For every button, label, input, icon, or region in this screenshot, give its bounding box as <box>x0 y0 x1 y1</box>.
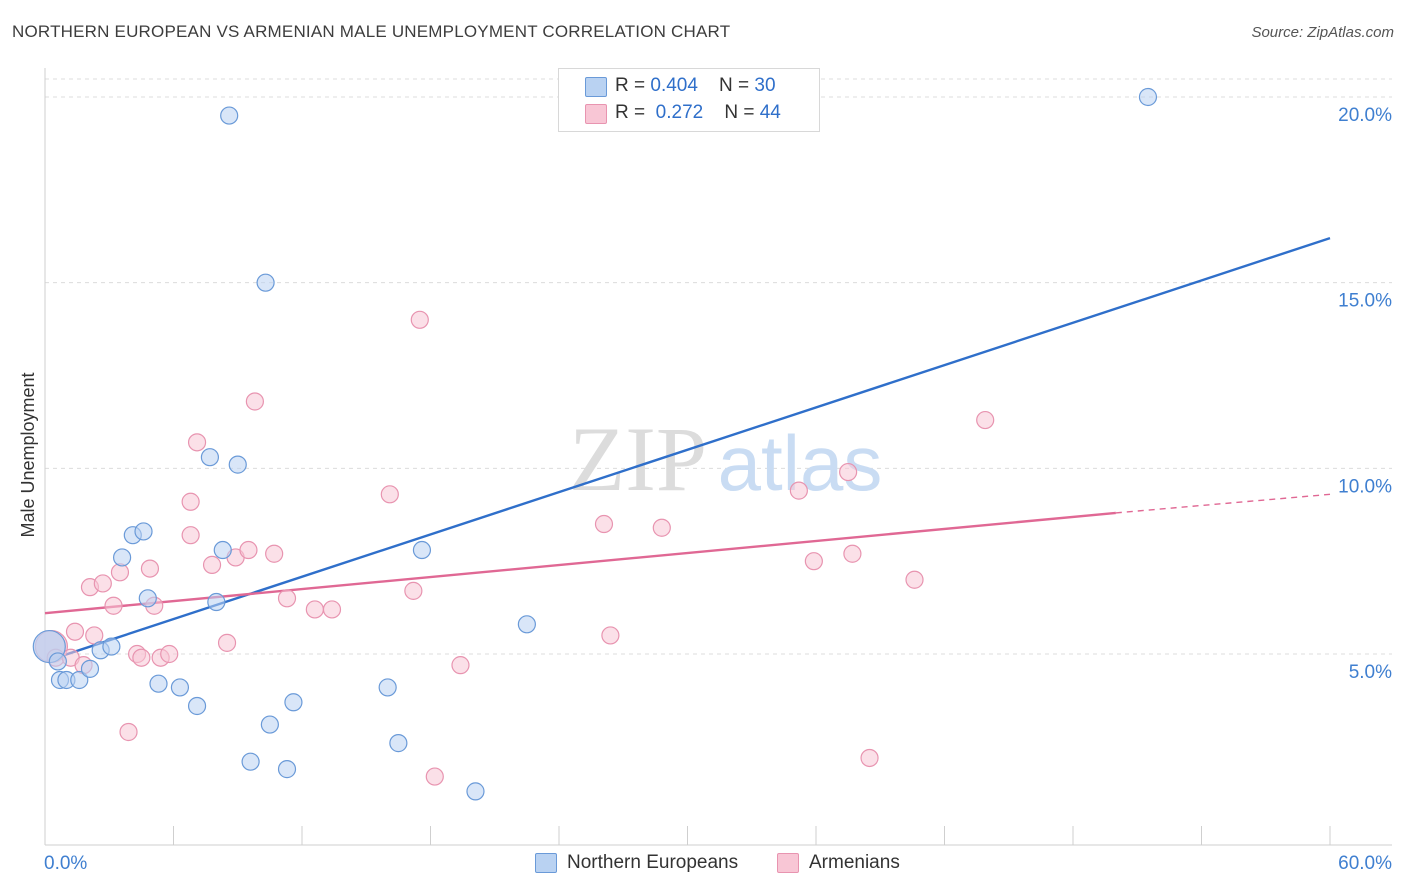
legend-n-value-pink: 44 <box>759 102 781 123</box>
data-point-pink <box>265 544 284 563</box>
data-point-blue <box>277 760 297 779</box>
data-point-blue <box>138 589 157 608</box>
correlation-legend: R = 0.404 N = 30 R = 0.272 N = 44 <box>558 68 820 132</box>
x-tick-label: 60.0% <box>1338 853 1392 874</box>
data-point-pink <box>425 767 444 786</box>
data-point-pink <box>140 559 160 578</box>
data-point-pink <box>93 574 112 593</box>
data-point-pink <box>976 410 995 430</box>
data-point-pink <box>905 570 924 589</box>
y-tick-label: 5.0% <box>1349 662 1392 683</box>
trend-line-blue <box>44 236 1331 663</box>
data-point-pink <box>181 492 200 511</box>
legend-label-northern-europeans: Northern Europeans <box>567 852 739 873</box>
data-point-pink <box>110 563 130 582</box>
trend-line-extension-pink <box>1115 493 1331 514</box>
data-point-pink <box>322 600 342 619</box>
data-point-pink <box>65 622 85 641</box>
data-point-pink <box>843 544 862 563</box>
legend-r-label: R = <box>615 75 651 96</box>
data-point-pink <box>119 722 138 742</box>
legend-swatch-blue <box>585 77 607 97</box>
data-point-blue <box>187 696 207 716</box>
legend-n-label: N = <box>724 102 760 123</box>
data-point-blue <box>284 693 303 712</box>
data-point-blue <box>256 273 275 292</box>
data-point-pink <box>839 462 858 482</box>
data-point-blue <box>378 678 397 697</box>
x-tick-label: 0.0% <box>44 853 87 874</box>
data-point-blue <box>241 752 260 771</box>
data-point-pink <box>160 644 179 664</box>
data-point-blue <box>389 734 408 753</box>
data-point-pink <box>277 589 297 608</box>
data-point-blue <box>48 652 67 671</box>
data-point-pink <box>789 481 808 500</box>
data-point-blue <box>207 592 226 612</box>
data-point-blue <box>102 637 121 656</box>
grid-lines <box>45 78 1392 655</box>
data-point-pink <box>217 633 237 652</box>
data-point-pink <box>187 433 207 452</box>
data-point-pink <box>132 648 151 667</box>
data-point-pink <box>380 485 399 504</box>
source-label: Source: ZipAtlas.com <box>1251 24 1394 41</box>
tick-labels: 5.0% 10.0% 15.0% 20.0% 0.0% 60.0% <box>44 105 1392 874</box>
data-point-blue <box>112 548 132 567</box>
trend-lines <box>44 236 1331 663</box>
data-point-blue <box>149 674 168 693</box>
data-point-pink <box>652 518 671 537</box>
data-point-blue <box>466 782 485 801</box>
data-point-blue <box>228 455 247 474</box>
y-tick-label: 10.0% <box>1338 476 1392 497</box>
chart-title: NORTHERN EUROPEAN VS ARMENIAN MALE UNEMP… <box>12 22 731 41</box>
legend-swatch-blue <box>535 853 557 873</box>
data-point-blue <box>517 615 536 634</box>
data-point-pink <box>202 555 222 574</box>
data-point-blue <box>213 540 232 560</box>
axes <box>44 68 1392 846</box>
data-point-pink <box>594 514 614 534</box>
data-point-pink <box>804 552 823 571</box>
data-points <box>32 87 1158 801</box>
data-point-pink <box>245 392 264 411</box>
watermark: ZIP atlas <box>569 408 882 510</box>
data-point-blue <box>412 540 432 560</box>
y-tick-label: 20.0% <box>1338 105 1392 126</box>
data-point-pink <box>860 748 879 768</box>
legend-r-value-blue: 0.404 <box>650 75 698 96</box>
data-point-blue <box>170 678 190 697</box>
legend-r-value-pink: 0.272 <box>655 102 704 123</box>
data-point-blue <box>80 659 100 678</box>
data-point-pink <box>404 581 423 600</box>
data-point-pink <box>451 656 470 675</box>
data-point-pink <box>104 596 123 615</box>
data-point-pink <box>305 600 324 619</box>
legend-n-value-blue: 30 <box>754 75 776 96</box>
legend-label-armenians: Armenians <box>809 852 900 873</box>
data-point-blue <box>1138 87 1158 107</box>
data-point-blue <box>70 670 89 690</box>
legend-swatch-pink <box>585 104 607 124</box>
data-point-pink <box>181 526 200 545</box>
legend-swatch-pink <box>777 853 799 873</box>
data-point-blue <box>260 715 279 734</box>
data-point-blue <box>134 522 153 541</box>
data-point-pink <box>239 540 258 560</box>
legend-r-label: R = <box>615 102 651 123</box>
watermark-zip: ZIP <box>569 408 707 510</box>
data-point-pink <box>410 310 429 329</box>
y-axis-label: Male Unemployment <box>18 372 38 537</box>
y-tick-label: 15.0% <box>1338 291 1392 312</box>
data-point-pink <box>601 626 620 645</box>
data-point-blue <box>200 448 220 467</box>
legend-n-label: N = <box>719 75 755 96</box>
data-point-blue <box>220 106 239 125</box>
